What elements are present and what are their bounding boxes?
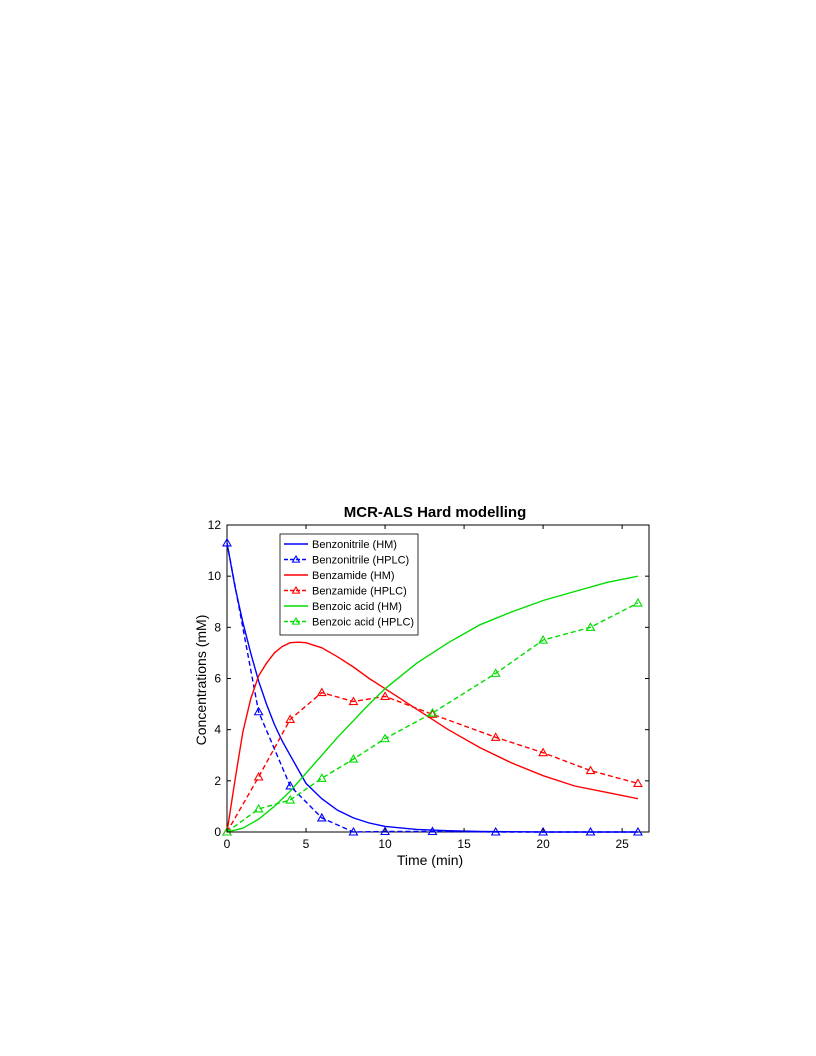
series-line — [226, 575, 639, 833]
data-point — [490, 732, 501, 741]
y-axis-label: Concentrations (mM) — [193, 615, 209, 746]
data-point — [253, 706, 264, 716]
legend-label: Benzamide (HPLC) — [312, 586, 407, 598]
legend-label: Benzonitrile (HM) — [312, 539, 397, 551]
data-point — [348, 826, 359, 836]
data-point — [538, 747, 549, 757]
legend-entry: Benzonitrile (HPLC) — [284, 555, 409, 567]
series-5 — [222, 597, 643, 836]
data-point — [253, 803, 264, 813]
data-point — [285, 714, 296, 723]
x-tick-label: 5 — [303, 837, 310, 851]
x-tick-label: 15 — [457, 837, 471, 851]
x-tick-label: 10 — [378, 837, 392, 851]
y-tick-label: 4 — [214, 723, 221, 737]
data-point — [538, 635, 549, 644]
data-point — [585, 622, 596, 631]
series-4 — [226, 575, 639, 833]
data-point — [490, 826, 501, 836]
legend-entry: Benzoic acid (HPLC) — [284, 617, 414, 629]
data-point — [316, 687, 327, 697]
y-tick-label: 0 — [214, 825, 221, 839]
x-tick-label: 20 — [536, 837, 550, 851]
data-point — [380, 733, 391, 743]
data-point — [285, 780, 296, 790]
legend-entry: Benzamide (HM) — [284, 570, 395, 582]
x-tick-label: 25 — [615, 837, 629, 851]
series-2 — [226, 641, 639, 833]
legend-entry: Benzoic acid (HM) — [284, 601, 402, 613]
x-axis-label: Time (min) — [397, 852, 463, 868]
data-point — [380, 826, 391, 836]
legend-label: Benzoic acid (HM) — [312, 601, 402, 613]
series-line — [226, 691, 639, 833]
data-point — [427, 826, 438, 836]
axes-layer: 0 5 10 15 20 25 0 2 4 6 8 10 12 — [208, 518, 649, 851]
legend-marker — [291, 616, 301, 625]
data-point — [253, 771, 264, 781]
series-line — [226, 641, 639, 833]
legend-label: Benzoic acid (HPLC) — [312, 617, 414, 629]
data-point — [632, 826, 643, 836]
y-tick-label: 10 — [208, 569, 222, 583]
data-point — [538, 826, 549, 836]
data-point — [348, 753, 359, 763]
data-point — [585, 826, 596, 836]
data-point — [316, 812, 327, 822]
chart-title: MCR-ALS Hard modelling — [344, 504, 527, 521]
legend-marker — [291, 554, 301, 563]
data-point — [632, 778, 643, 787]
y-tick-label: 12 — [208, 518, 222, 532]
legend-label: Benzonitrile (HPLC) — [312, 555, 409, 567]
data-point — [632, 597, 643, 607]
series-line — [226, 602, 639, 833]
legend: Benzonitrile (HM) Benzonitrile (HPLC) Benz… — [279, 533, 419, 636]
data-point — [427, 707, 438, 717]
legend-marker — [291, 585, 301, 594]
x-tick-label: 0 — [224, 837, 231, 851]
data-point — [285, 794, 296, 804]
data-point — [380, 691, 391, 700]
legend-entry: Benzamide (HPLC) — [284, 586, 407, 598]
data-point — [490, 668, 501, 677]
y-tick-label: 6 — [214, 672, 221, 686]
legend-entry: Benzonitrile (HM) — [284, 539, 397, 551]
data-point — [585, 765, 596, 775]
legend-label: Benzamide (HM) — [312, 570, 395, 582]
series-3 — [222, 687, 643, 836]
data-point — [316, 773, 327, 782]
y-tick-label: 8 — [214, 620, 221, 634]
y-tick-label: 2 — [214, 774, 221, 788]
data-point — [348, 696, 359, 706]
series-layer — [222, 537, 643, 836]
data-point — [222, 537, 232, 547]
legend-box — [279, 533, 419, 636]
